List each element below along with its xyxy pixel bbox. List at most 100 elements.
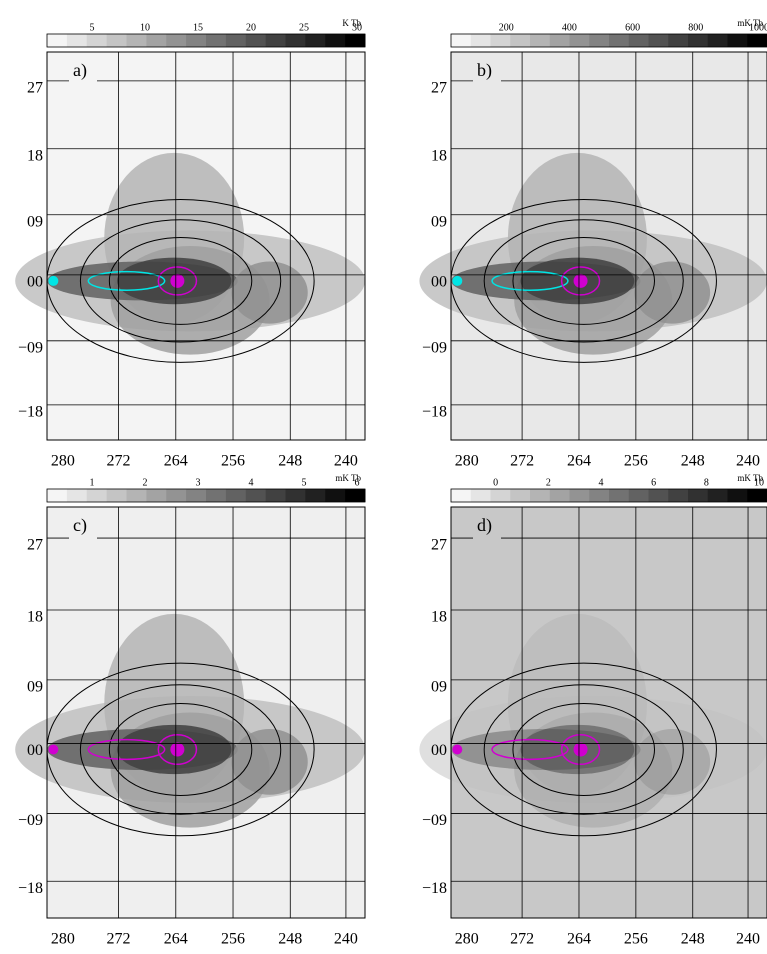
colorbar-tick-label: 5 (90, 22, 95, 33)
colorbar-step (186, 34, 206, 47)
panel: mK Tb20040060080010002802722642562482402… (419, 18, 767, 470)
colorbar-step (451, 34, 471, 47)
colorbar-step (325, 34, 345, 47)
x-tick-label: 256 (221, 453, 245, 470)
colorbar-step (345, 489, 365, 502)
colorbar-step (206, 34, 226, 47)
y-tick-label: 18 (431, 609, 447, 626)
colorbar-step (609, 34, 629, 47)
colorbar-step (47, 489, 67, 502)
peak (170, 742, 184, 756)
colorbar-tick-label: 6 (355, 477, 360, 488)
colorbar-step (688, 34, 708, 47)
colorbar-step (471, 489, 491, 502)
colorbar-step (246, 489, 266, 502)
colorbar-step (146, 489, 166, 502)
y-tick-label: −18 (18, 880, 43, 897)
colorbar-step (67, 489, 87, 502)
colorbar-step (107, 34, 127, 47)
colorbar-tick-label: 20 (246, 22, 256, 33)
y-tick-label: 18 (27, 609, 43, 626)
colorbar-step (186, 489, 206, 502)
x-tick-label: 264 (567, 931, 591, 948)
y-tick-label: 09 (27, 679, 43, 696)
colorbar-step (325, 489, 345, 502)
y-tick-label: −09 (18, 339, 43, 356)
colorbar-step (668, 34, 688, 47)
x-tick-label: 280 (51, 453, 75, 470)
emission-region (634, 262, 710, 324)
colorbar-step (305, 34, 325, 47)
colorbar-tick-label: 4 (249, 477, 254, 488)
colorbar-step (589, 489, 609, 502)
colorbar-tick-label: 1000 (749, 22, 767, 33)
peak (574, 742, 588, 756)
colorbar-step (649, 34, 669, 47)
colorbar-step (491, 34, 511, 47)
colorbar-tick-label: 3 (196, 477, 201, 488)
colorbar-step (530, 34, 550, 47)
colorbar-step (451, 489, 471, 502)
y-tick-label: 27 (431, 537, 447, 554)
x-tick-label: 248 (278, 453, 302, 470)
y-tick-label: 27 (27, 80, 43, 97)
emission-region (231, 729, 307, 795)
peak (48, 276, 58, 286)
panel: mK Tb12345628027226425624824027180900−09… (15, 473, 365, 948)
y-tick-label: −18 (18, 404, 43, 421)
peak (452, 744, 462, 754)
colorbar-step (226, 489, 246, 502)
x-tick-label: 256 (624, 931, 648, 948)
colorbar-step (286, 489, 306, 502)
colorbar-step (266, 34, 286, 47)
colorbar-step (550, 489, 570, 502)
x-tick-label: 256 (624, 453, 648, 470)
colorbar-step (747, 34, 767, 47)
colorbar-step (206, 489, 226, 502)
x-tick-label: 264 (164, 931, 188, 948)
colorbar-step (510, 34, 530, 47)
colorbar-step (649, 489, 669, 502)
colorbar-tick-label: 4 (599, 477, 604, 488)
colorbar-tick-label: 6 (651, 477, 656, 488)
peak (452, 276, 462, 286)
colorbar-step (550, 34, 570, 47)
colorbar-tick-label: 200 (499, 22, 514, 33)
colorbar-step (47, 34, 67, 47)
colorbar-tick-label: 5 (302, 477, 307, 488)
panel-label: b) (477, 60, 492, 81)
x-tick-label: 256 (221, 931, 245, 948)
y-tick-label: −09 (422, 339, 447, 356)
colorbar-step (226, 34, 246, 47)
colorbar-step (728, 34, 748, 47)
x-tick-label: 280 (51, 931, 75, 948)
colorbar-tick-label: 10 (140, 22, 150, 33)
panel-label: d) (477, 515, 492, 536)
peak (170, 274, 184, 288)
x-tick-label: 248 (681, 453, 705, 470)
y-tick-label: −09 (18, 812, 43, 829)
colorbar-step (668, 489, 688, 502)
colorbar-step (166, 489, 186, 502)
colorbar-step (530, 489, 550, 502)
y-tick-label: 09 (27, 213, 43, 230)
colorbar-tick-label: 600 (625, 22, 640, 33)
emission-region (634, 729, 710, 795)
y-tick-label: 18 (27, 147, 43, 164)
x-tick-label: 240 (736, 453, 760, 470)
colorbar-step (87, 489, 107, 502)
x-tick-label: 272 (510, 931, 534, 948)
y-tick-label: −18 (422, 404, 447, 421)
y-tick-label: 27 (431, 80, 447, 97)
x-tick-label: 240 (334, 931, 358, 948)
colorbar-tick-label: 2 (546, 477, 551, 488)
x-tick-label: 264 (567, 453, 591, 470)
colorbar-step (127, 489, 147, 502)
y-tick-label: 09 (431, 213, 447, 230)
colorbar-tick-label: 10 (754, 477, 764, 488)
colorbar-step (708, 34, 728, 47)
colorbar-step (305, 489, 325, 502)
colorbar-step (510, 489, 530, 502)
